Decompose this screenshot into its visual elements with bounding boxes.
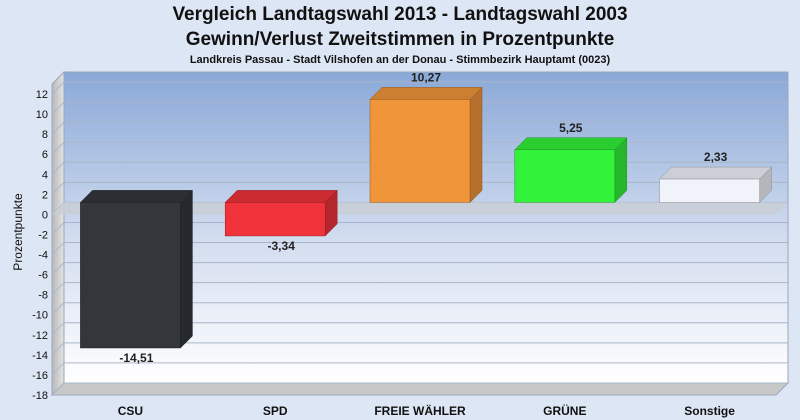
y-tick-label: 0 [42,209,48,221]
y-tick-label: -18 [32,390,48,402]
gridline-wall [51,302,65,316]
gridline-wall [51,342,65,356]
chart-title: Vergleich Landtagswahl 2013 - Landtagswa… [172,4,628,25]
gridline-wall [51,222,65,235]
bar-value-label: 10,27 [411,70,441,84]
x-tick-label: GRÜNE [543,403,586,418]
gridline-wall [51,121,65,135]
plot-floor [50,382,790,396]
plot-side-wall [51,70,65,397]
gridline-wall [51,101,65,115]
y-tick-label: -2 [38,229,48,241]
gridline-wall [51,161,65,175]
y-tick-label: -10 [32,310,48,322]
y-tick-label: -6 [38,270,48,282]
gridline-wall [51,242,65,255]
bar-value-label: -3,34 [268,239,296,253]
y-axis-label: Prozentpunkte [11,193,25,271]
y-tick-label: 4 [42,169,48,181]
x-tick-label: SPD [263,404,288,418]
chart-subtitle: Gewinn/Verlust Zweitstimmen in Prozentpu… [185,29,615,50]
chart-subtitle-detail: Landkreis Passau - Stadt Vilshofen an de… [189,54,611,66]
gridline-wall [51,322,65,336]
gridline-wall [51,382,65,396]
x-tick-label: Sonstige [684,404,735,418]
gridline-wall [51,362,65,376]
bar-spd [224,189,338,237]
gridline-wall [51,81,65,95]
y-tick-label: 12 [36,89,48,101]
gridline-wall [51,182,65,195]
y-tick-label: 8 [42,129,48,141]
y-tick-label: -16 [32,370,48,382]
gridline-wall [51,141,65,155]
bar-sonstige [658,166,773,204]
y-tick-label: -14 [32,350,48,362]
bar-csu [79,189,194,349]
y-tick-label: 6 [42,149,48,161]
y-tick-label: -4 [38,250,48,262]
y-tick-label: -8 [38,290,48,302]
bar-value-label: -14,51 [119,351,153,365]
gridline-wall [51,262,65,275]
x-tick-label: CSU [118,404,143,418]
bar-value-label: 5,25 [559,121,583,135]
y-tick-label: 2 [42,189,48,201]
bar-freie-wähler [369,86,483,204]
bar-value-label: 2,33 [704,150,728,164]
x-tick-label: FREIE WÄHLER [374,403,466,418]
gridline-wall [51,282,65,296]
y-tick-label: 10 [36,109,48,121]
bar-grüne [514,137,628,204]
y-tick-label: -12 [32,330,48,342]
